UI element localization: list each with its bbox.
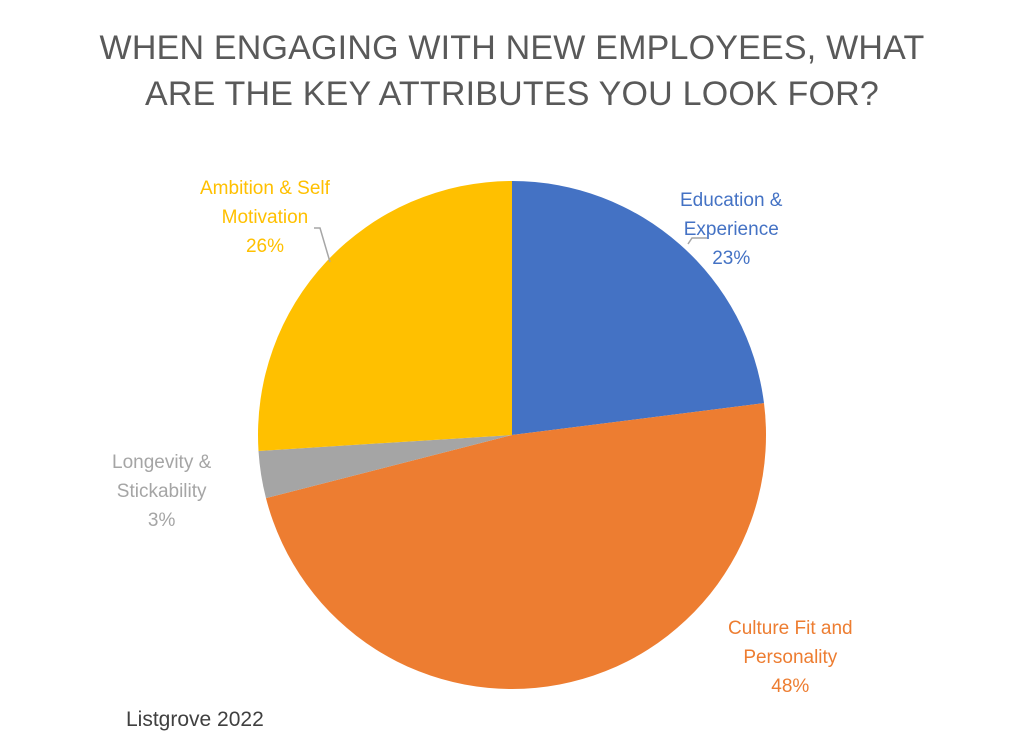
chart-title-line-2: ARE THE KEY ATTRIBUTES YOU LOOK FOR? <box>145 75 879 113</box>
pie-slice-education-experience <box>512 181 764 435</box>
slice-label-line: Culture Fit and <box>728 618 853 639</box>
leader-line-ambition-self-motivation <box>314 227 331 263</box>
slice-label-culture-fit-personality: Culture Fit and Personality 48% <box>728 614 853 701</box>
slice-percent-label: 3% <box>147 510 176 531</box>
pie-slice-ambition-self-motivation <box>257 181 512 451</box>
slice-label-line: Education & <box>680 190 783 211</box>
slice-percent-label: 26% <box>245 236 284 257</box>
slice-label-line: Longevity & <box>112 452 212 473</box>
slice-label-line: Motivation <box>221 207 309 228</box>
slice-label-line: Experience <box>683 219 779 240</box>
slice-label-line: Stickability <box>116 481 207 502</box>
slice-label-longevity-stickability: Longevity & Stickability 3% <box>112 448 211 535</box>
slice-label-line: Personality <box>743 647 838 668</box>
slice-label-ambition-self-motivation: Ambition & Self Motivation 26% <box>200 174 330 261</box>
chart-title-line-1: WHEN ENGAGING WITH NEW EMPLOYEES, WHAT <box>99 29 925 67</box>
slice-label-education-experience: Education & Experience 23% <box>680 186 782 273</box>
slice-percent-label: 48% <box>771 676 810 697</box>
pie-slice-culture-fit-personality <box>265 403 767 690</box>
slice-percent-label: 23% <box>712 248 751 269</box>
leader-line-education-experience <box>687 237 707 245</box>
pie-slice-longevity-stickability <box>258 435 512 499</box>
slice-label-line: Ambition & Self <box>200 178 330 199</box>
source-note: Listgrove 2022 <box>126 708 264 731</box>
